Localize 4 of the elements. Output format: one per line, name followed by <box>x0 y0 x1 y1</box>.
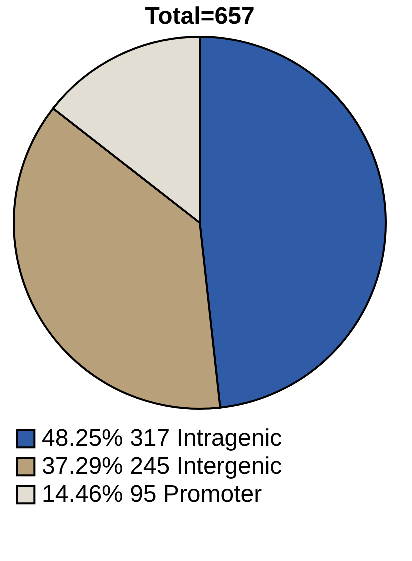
legend-label: 14.46% 95 Promoter <box>42 481 262 508</box>
legend-label: 48.25% 317 Intragenic <box>42 425 282 452</box>
legend-label: 37.29% 245 Intergenic <box>42 453 282 480</box>
chart-title: Total=657 <box>145 3 255 30</box>
